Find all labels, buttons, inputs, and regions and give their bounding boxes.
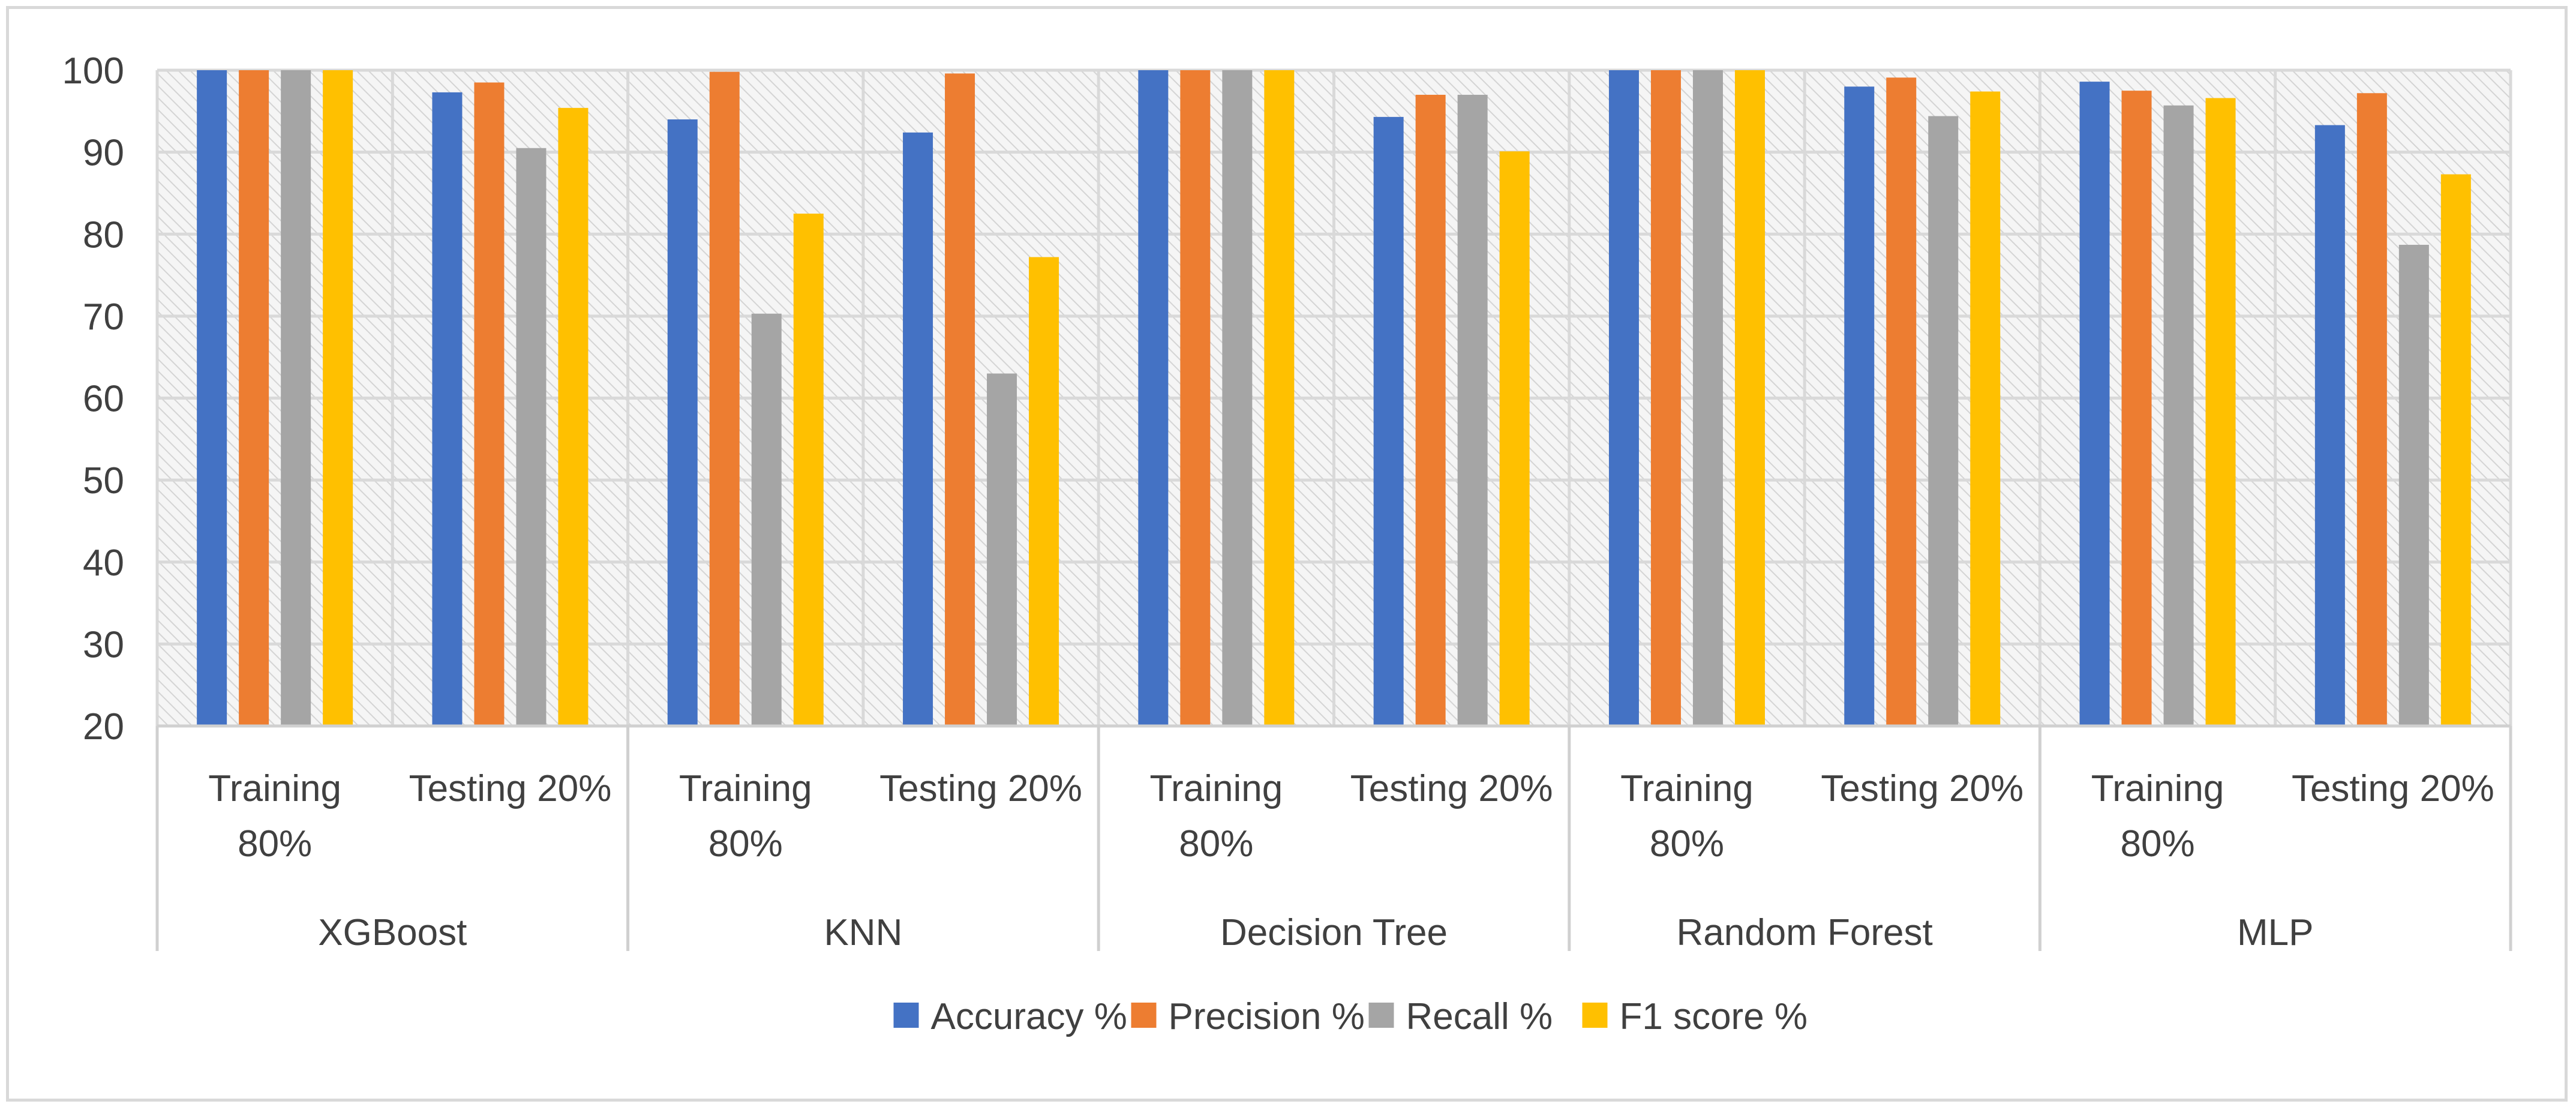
x-tick-label-phase: Testing 20% xyxy=(2292,768,2494,809)
x-tick-label-phase: Testing 20% xyxy=(1350,768,1553,809)
bar-f1-score--7[interactable] xyxy=(1970,91,2001,727)
x-tick-label-phase: Training 80% xyxy=(679,768,812,865)
bar-recall--2[interactable] xyxy=(751,313,782,726)
x-tick-label-model: XGBoost xyxy=(318,912,467,953)
x-tick-label-phase: Training 80% xyxy=(2091,768,2224,865)
bar-f1-score--0[interactable] xyxy=(323,70,353,726)
bar-precision--5[interactable] xyxy=(1415,94,1446,726)
bar-accuracy--8[interactable] xyxy=(2079,82,2110,727)
bar-precision--8[interactable] xyxy=(2121,91,2152,726)
legend-swatch xyxy=(1131,1003,1157,1028)
legend-swatch xyxy=(1582,1003,1608,1028)
bar-precision--6[interactable] xyxy=(1650,70,1681,726)
legend-swatch xyxy=(893,1003,919,1028)
bar-precision--7[interactable] xyxy=(1886,77,1917,726)
x-tick-label-model: MLP xyxy=(2237,912,2313,953)
bar-accuracy--3[interactable] xyxy=(903,132,933,726)
y-tick-label: 50 xyxy=(83,460,124,502)
bar-accuracy--2[interactable] xyxy=(667,119,698,727)
bar-precision--1[interactable] xyxy=(474,82,505,726)
x-tick-label-phase: Testing 20% xyxy=(879,768,1082,809)
legend-label[interactable]: Recall % xyxy=(1406,996,1553,1037)
y-tick-label: 40 xyxy=(83,542,124,584)
bar-recall--0[interactable] xyxy=(281,70,311,726)
bar-f1-score--5[interactable] xyxy=(1499,151,1530,727)
axes: 20 30 40 50 60 70 80 90 100 Training 80% Testing 20… xyxy=(62,50,2512,953)
bar-precision--3[interactable] xyxy=(945,73,975,727)
bar-recall--9[interactable] xyxy=(2398,245,2429,727)
x-tick-label-model: Decision Tree xyxy=(1220,912,1448,953)
x-tick-label-phase: Testing 20% xyxy=(1821,768,2023,809)
legend-label[interactable]: F1 score % xyxy=(1620,996,1808,1037)
bar-recall--4[interactable] xyxy=(1222,70,1253,726)
bar-precision--0[interactable] xyxy=(239,70,269,726)
bar-recall--1[interactable] xyxy=(516,148,547,726)
y-tick-label: 90 xyxy=(83,133,124,174)
bar-accuracy--5[interactable] xyxy=(1373,116,1404,727)
chart-container: 20 30 40 50 60 70 80 90 100 Training 80% Testing 20… xyxy=(6,6,2568,1102)
bar-recall--5[interactable] xyxy=(1457,94,1488,726)
bar-f1-score--8[interactable] xyxy=(2205,98,2236,726)
legend-label[interactable]: Precision % xyxy=(1169,996,1365,1037)
bar-f1-score--4[interactable] xyxy=(1264,70,1295,726)
bar-accuracy--7[interactable] xyxy=(1844,86,1875,727)
y-tick-label: 100 xyxy=(62,50,124,92)
x-tick-label-phase: Training 80% xyxy=(1149,768,1283,865)
x-tick-label-phase: Testing 20% xyxy=(409,768,612,809)
bar-accuracy--0[interactable] xyxy=(197,70,227,726)
bar-accuracy--6[interactable] xyxy=(1608,70,1639,726)
bar-recall--7[interactable] xyxy=(1928,116,1959,726)
bar-recall--6[interactable] xyxy=(1692,70,1723,726)
bar-f1-score--1[interactable] xyxy=(558,107,589,726)
bar-recall--3[interactable] xyxy=(987,373,1017,726)
x-tick-label-phase: Training 80% xyxy=(208,768,341,865)
bar-accuracy--1[interactable] xyxy=(432,92,463,726)
x-tick-label-model: KNN xyxy=(824,912,902,953)
legend-label[interactable]: Accuracy % xyxy=(931,996,1127,1037)
legend-swatch xyxy=(1368,1003,1394,1028)
y-tick-label: 30 xyxy=(83,624,124,665)
y-tick-label: 70 xyxy=(83,296,124,338)
y-tick-label: 80 xyxy=(83,214,124,256)
y-tick-label: 60 xyxy=(83,379,124,420)
bar-precision--2[interactable] xyxy=(709,71,740,726)
bar-chart: 20 30 40 50 60 70 80 90 100 Training 80% Testing 20… xyxy=(62,50,2512,1037)
x-tick-label-model: Random Forest xyxy=(1676,912,1932,953)
legend[interactable]: Accuracy % Precision % Recall % F1 score % xyxy=(893,996,1808,1037)
y-tick-label: 20 xyxy=(83,706,124,748)
bar-accuracy--4[interactable] xyxy=(1138,70,1169,726)
x-tick-label-phase: Training 80% xyxy=(1620,768,1754,865)
bar-f1-score--3[interactable] xyxy=(1029,257,1059,726)
bar-precision--4[interactable] xyxy=(1180,70,1211,726)
gridlines xyxy=(155,68,2512,728)
bars xyxy=(197,70,2471,727)
bar-f1-score--6[interactable] xyxy=(1734,70,1765,726)
bar-precision--9[interactable] xyxy=(2356,93,2387,726)
bar-recall--8[interactable] xyxy=(2163,105,2194,726)
bar-accuracy--9[interactable] xyxy=(2314,125,2345,726)
bar-f1-score--9[interactable] xyxy=(2440,174,2471,726)
bar-f1-score--2[interactable] xyxy=(793,214,824,726)
